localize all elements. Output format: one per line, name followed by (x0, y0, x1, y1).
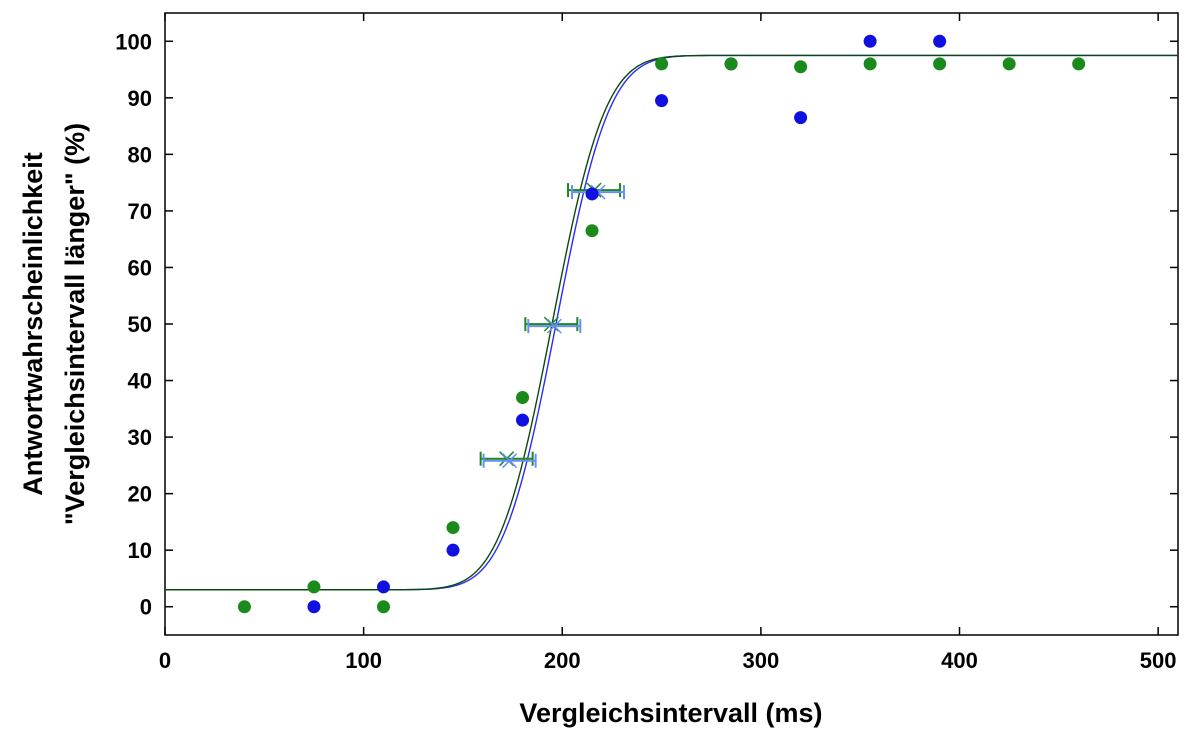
data-point-series-2 (933, 57, 947, 71)
data-point-series-2 (446, 521, 460, 535)
x-tick-label: 400 (941, 648, 978, 673)
y-tick-label: 30 (128, 425, 152, 450)
data-point-series-2 (376, 600, 390, 614)
y-tick-label: 0 (140, 595, 152, 620)
data-point-series-2 (724, 57, 738, 71)
y-tick-label: 80 (128, 142, 152, 167)
y-tick-label: 100 (115, 29, 152, 54)
fit-curves (165, 54, 1178, 591)
y-tick-label: 90 (128, 86, 152, 111)
data-point-series-1 (516, 413, 530, 427)
y-tick-label: 50 (128, 312, 152, 337)
y-tick-label: 60 (128, 255, 152, 280)
data-point-series-2 (794, 60, 808, 74)
x-tick-label: 300 (743, 648, 780, 673)
x-tick-label: 500 (1140, 648, 1177, 673)
data-point-series-1 (863, 34, 877, 48)
data-point-series-2 (307, 580, 321, 594)
y-axis-label-line1: Antwortwahrscheinlichkeit (18, 152, 48, 496)
data-point-series-1 (307, 600, 321, 614)
plot-frame (164, 12, 1179, 636)
data-point-series-1 (794, 111, 808, 125)
threshold-markers (479, 182, 626, 469)
data-point-series-1 (376, 580, 390, 594)
threshold-x-blue (502, 453, 518, 469)
data-point-series-1 (655, 94, 669, 108)
y-axis-label-line2: "Vergleichsintervall länger" (%) (60, 123, 90, 525)
data-point-series-2 (585, 224, 599, 238)
data-point-series-2 (1002, 57, 1016, 71)
data-point-series-2 (1072, 57, 1086, 71)
data-point-series-2 (655, 57, 669, 71)
data-point-series-2 (237, 600, 251, 614)
threshold-x-blue (546, 318, 562, 334)
x-axis-label: Vergleichsintervall (ms) (519, 698, 822, 728)
fit-curve (165, 54, 1178, 591)
x-tick-label: 200 (544, 648, 581, 673)
y-tick-label: 40 (128, 369, 152, 394)
y-tick-label: 10 (128, 538, 152, 563)
y-tick-label: 70 (128, 199, 152, 224)
data-point-series-1 (933, 34, 947, 48)
y-tick-label: 20 (128, 482, 152, 507)
x-tick-label: 0 (159, 648, 171, 673)
fit-curve (165, 54, 1178, 591)
data-points (237, 34, 1086, 614)
data-point-series-1 (585, 187, 599, 201)
data-point-series-2 (516, 391, 530, 405)
data-point-series-2 (863, 57, 877, 71)
data-point-series-1 (446, 543, 460, 557)
axis-ticks: 0 100 200 300 400 500 0 10 20 30 40 50 60 70 80 90 100 (115, 13, 1178, 673)
x-tick-label: 100 (345, 648, 382, 673)
